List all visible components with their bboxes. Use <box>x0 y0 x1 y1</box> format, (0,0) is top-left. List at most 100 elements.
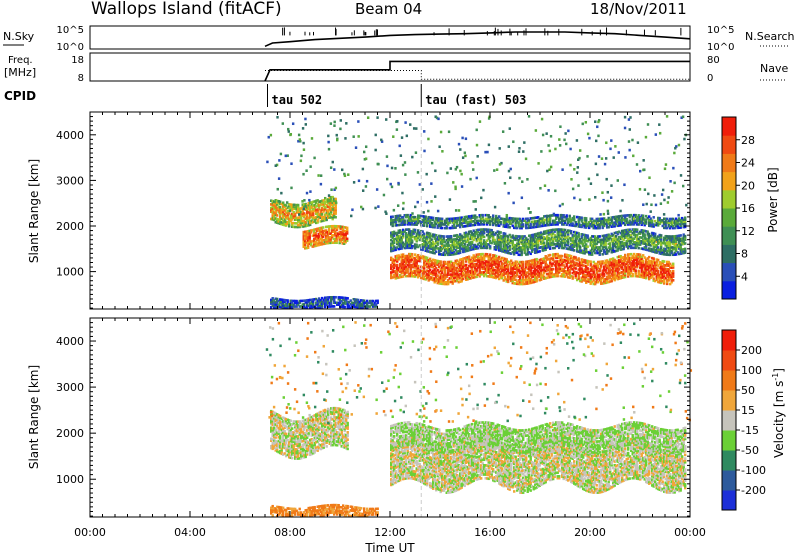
data-cell <box>580 260 583 263</box>
data-cell <box>508 246 511 250</box>
data-cell <box>555 256 558 260</box>
data-cell <box>624 272 627 275</box>
data-cell <box>408 274 411 278</box>
data-cell <box>658 261 661 264</box>
data-cell <box>594 273 597 277</box>
data-cell <box>579 261 582 265</box>
data-cell <box>517 278 520 282</box>
data-cell <box>555 244 558 248</box>
data-cell <box>291 218 294 221</box>
data-cell <box>547 254 550 257</box>
data-cell <box>475 275 478 279</box>
data-cell <box>640 257 643 261</box>
data-cell <box>328 236 331 239</box>
data-cell <box>555 269 558 272</box>
data-cell <box>535 257 538 261</box>
data-cell <box>526 282 529 285</box>
data-cell <box>582 275 585 278</box>
data-cell <box>448 277 451 280</box>
data-cell <box>414 257 417 260</box>
data-cell <box>445 251 448 255</box>
data-cell <box>396 231 399 235</box>
data-cell <box>567 275 570 279</box>
data-cell <box>306 213 309 216</box>
data-cell <box>417 264 420 268</box>
data-cell <box>277 218 280 221</box>
data-cell <box>474 236 477 240</box>
data-cell <box>528 276 531 279</box>
data-cell <box>415 232 418 236</box>
data-cell <box>483 267 486 271</box>
data-cell <box>304 213 307 217</box>
data-cell <box>552 239 555 243</box>
data-cell <box>561 260 564 263</box>
data-cell <box>286 222 289 226</box>
data-cell <box>663 282 666 285</box>
data-cell <box>520 264 523 268</box>
data-cell <box>448 253 451 256</box>
data-cell <box>469 276 472 280</box>
data-cell <box>546 246 549 249</box>
data-cell <box>655 258 658 261</box>
data-cell <box>588 271 591 274</box>
data-cell <box>637 255 640 258</box>
data-cell <box>621 259 624 263</box>
data-cell <box>397 254 400 257</box>
data-cell <box>639 257 642 260</box>
data-cell <box>444 280 447 284</box>
data-cell <box>634 269 637 272</box>
data-cell <box>414 246 417 250</box>
data-cell <box>465 271 468 274</box>
data-cell <box>305 233 308 237</box>
data-cell <box>525 260 528 264</box>
data-cell <box>405 244 408 248</box>
data-cell <box>415 270 418 273</box>
data-cell <box>472 272 475 276</box>
data-cell <box>505 260 508 263</box>
data-cell <box>429 243 432 247</box>
data-cell <box>544 262 547 265</box>
data-cell <box>402 267 405 271</box>
data-cell <box>456 243 459 246</box>
data-cell <box>312 209 315 213</box>
data-cell <box>526 245 529 249</box>
data-cell <box>327 205 330 209</box>
data-cell <box>549 243 552 247</box>
data-cell <box>546 267 549 270</box>
data-cell <box>314 231 317 235</box>
data-cell <box>432 276 435 280</box>
data-cell <box>465 258 468 261</box>
data-cell <box>396 258 399 261</box>
data-cell <box>585 275 588 279</box>
data-cell <box>297 225 300 229</box>
data-cell <box>304 236 307 239</box>
data-cell <box>393 275 396 279</box>
data-cell <box>580 278 583 281</box>
data-cell <box>511 247 514 250</box>
data-cell <box>510 259 513 263</box>
data-cell <box>325 211 328 214</box>
data-cell <box>619 275 622 278</box>
data-cell <box>664 271 667 274</box>
data-cell <box>273 205 276 209</box>
data-cell <box>538 239 541 242</box>
data-cell <box>586 261 589 265</box>
data-cell <box>568 269 571 272</box>
data-cell <box>411 232 414 235</box>
data-cell <box>454 245 457 248</box>
data-cell <box>480 237 483 241</box>
data-cell <box>472 233 475 236</box>
data-cell <box>330 197 333 201</box>
data-cell <box>556 237 559 240</box>
data-cell <box>319 201 322 205</box>
data-cell <box>640 268 643 271</box>
data-cell <box>286 220 289 224</box>
data-cell <box>409 263 412 267</box>
data-cell <box>405 235 408 239</box>
data-cell <box>415 239 418 243</box>
data-cell <box>477 246 480 250</box>
data-cell <box>613 258 616 262</box>
data-cell <box>561 274 564 278</box>
data-cell <box>553 273 556 276</box>
data-cell <box>604 263 607 266</box>
